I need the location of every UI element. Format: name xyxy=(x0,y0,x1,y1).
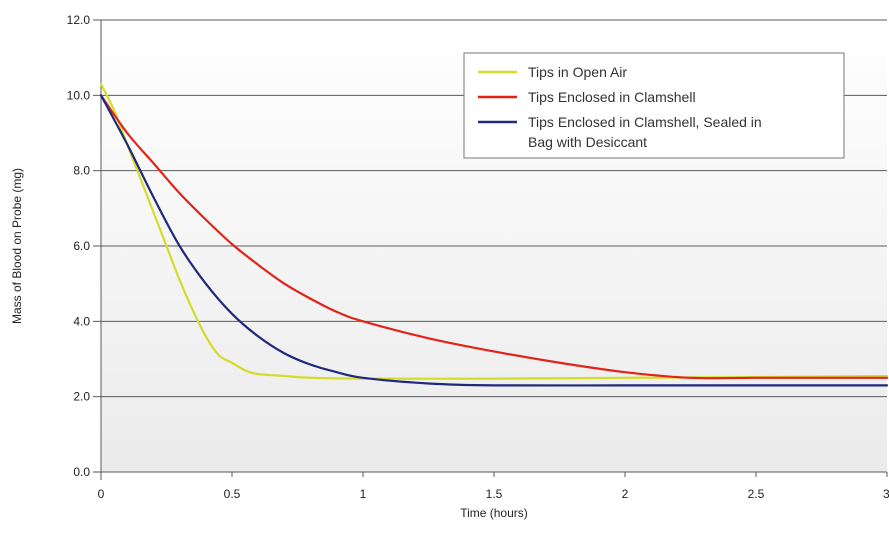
series-line-open-air xyxy=(99,82,889,380)
x-tick-label: 3 xyxy=(883,487,889,501)
series-line-clamshell xyxy=(99,94,889,380)
y-tick-label: 4.0 xyxy=(73,314,90,328)
x-axis: 0 0.5 1 1.5 2 2.5 3 xyxy=(98,20,889,501)
series-lines xyxy=(99,82,889,387)
x-tick-label: 2 xyxy=(622,487,629,501)
y-tick-label: 12.0 xyxy=(67,13,91,27)
legend: Tips in Open Air Tips Enclosed in Clamshe… xyxy=(463,52,845,159)
y-axis-label: Mass of Blood on Probe (mg) xyxy=(10,168,24,324)
x-tick-label: 2.5 xyxy=(748,487,765,501)
y-axis: 0.0 2.0 4.0 6.0 8.0 10.0 12.0 xyxy=(67,13,101,479)
x-axis-label: Time (hours) xyxy=(460,506,528,520)
legend-label: Tips Enclosed in Clamshell, Sealed in Bag… xyxy=(528,114,762,150)
y-tick-label: 2.0 xyxy=(73,390,90,404)
x-tick-label: 0.5 xyxy=(224,487,241,501)
legend-label: Tips in Open Air xyxy=(528,64,627,80)
x-tick-label: 0 xyxy=(98,487,105,501)
legend-box xyxy=(463,52,845,159)
y-tick-label: 10.0 xyxy=(67,88,91,102)
x-tick-label: 1 xyxy=(360,487,367,501)
y-tick-label: 6.0 xyxy=(73,239,90,253)
x-tick-label: 1.5 xyxy=(486,487,503,501)
y-tick-label: 8.0 xyxy=(73,164,90,178)
legend-label: Tips Enclosed in Clamshell xyxy=(528,89,696,105)
y-tick-label: 0.0 xyxy=(73,465,90,479)
series-line-clamshell-desiccant xyxy=(99,94,889,387)
